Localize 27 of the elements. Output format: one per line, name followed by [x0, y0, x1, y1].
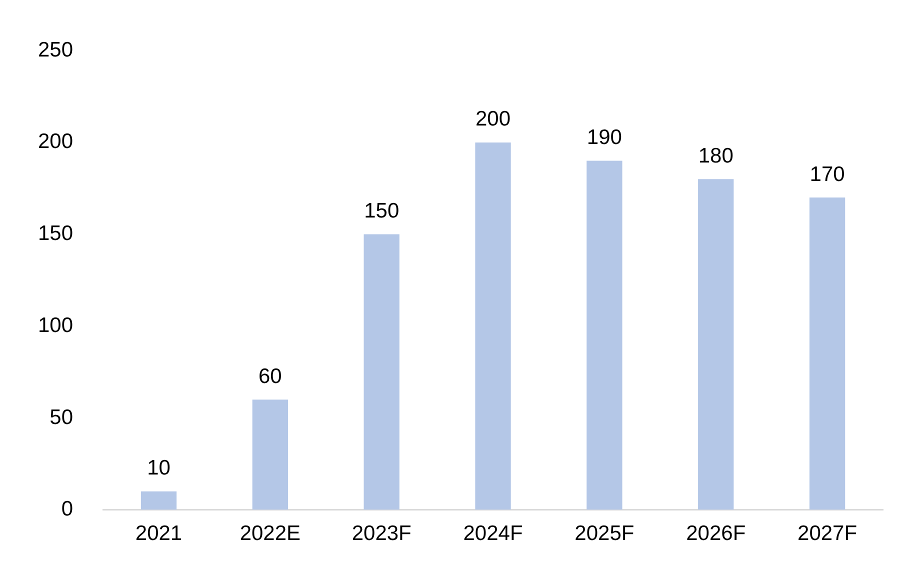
x-tick-label: 2023F: [352, 522, 412, 546]
bar: [252, 400, 288, 510]
bar: [809, 198, 846, 510]
y-tick-label: 50: [50, 406, 74, 429]
data-label: 180: [698, 144, 734, 168]
x-tick-label: 2024F: [463, 522, 523, 546]
bar: [140, 491, 177, 510]
data-label: 190: [586, 126, 622, 150]
y-tick-label: 0: [61, 498, 74, 521]
data-label: 150: [364, 200, 400, 223]
x-tick-label: 2027F: [798, 522, 858, 546]
data-label: 60: [258, 364, 282, 388]
data-label: 170: [810, 162, 845, 186]
bar: [698, 179, 734, 510]
x-tick-label: 2021: [135, 522, 182, 546]
y-tick-label: 100: [38, 314, 74, 337]
bar: [364, 234, 400, 510]
x-tick-label: 2026F: [686, 522, 746, 546]
bar: [475, 142, 511, 510]
y-tick-label: 250: [38, 38, 74, 62]
y-tick-label: 150: [38, 222, 74, 246]
x-tick-label: 2022E: [240, 522, 301, 546]
bar: [586, 160, 622, 510]
x-tick-label: 2025F: [574, 522, 634, 546]
data-label: 200: [475, 108, 511, 131]
y-tick-label: 200: [38, 130, 74, 154]
data-label: 10: [147, 456, 170, 480]
